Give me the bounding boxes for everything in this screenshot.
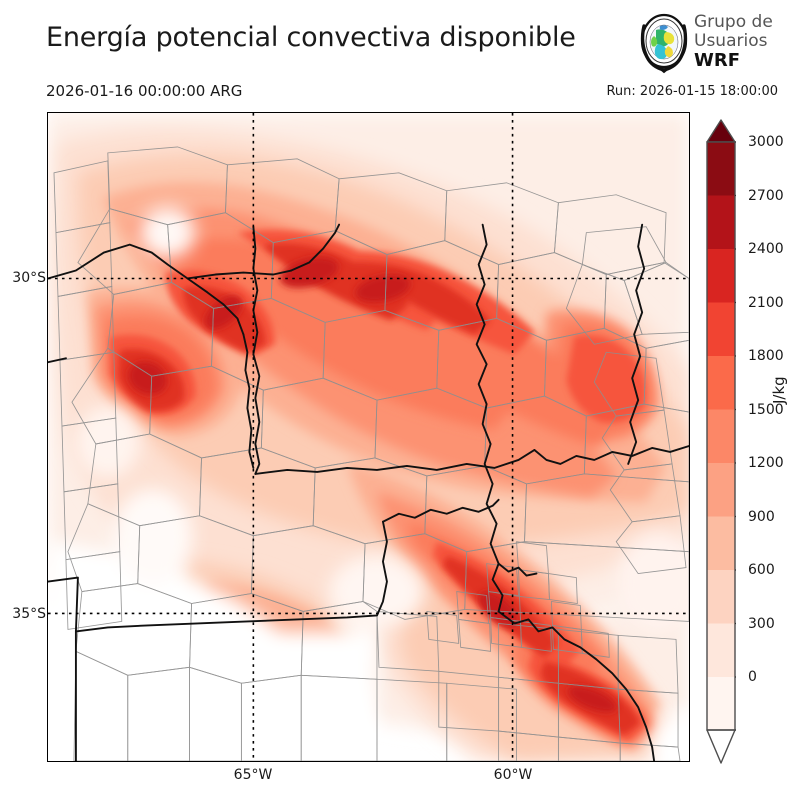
- logo-line-2: Usuarios: [694, 31, 768, 51]
- colorbar-tick-300: 300: [748, 615, 775, 632]
- xtick-label-60w: 60°W: [493, 767, 533, 783]
- colorbar-tick-2400: 2400: [748, 241, 784, 257]
- colorbar: [706, 118, 736, 773]
- logo-line-3: WRF: [694, 50, 741, 71]
- cape-field-plot: [48, 113, 689, 761]
- colorbar-gradient: [706, 119, 736, 764]
- wrf-globe-seal-icon: [640, 13, 688, 74]
- colorbar-tick-1800: 1800: [748, 348, 784, 364]
- colorbar-tick-0: 0: [748, 669, 757, 685]
- colorbar-tick-2100: 2100: [748, 294, 784, 311]
- colorbar-units-label: J/kg: [770, 376, 788, 404]
- colorbar-tick-1200: 1200: [748, 455, 784, 471]
- colorbar-tick-900: 900: [748, 508, 775, 525]
- logo-text-block: Grupo de Usuarios WRF: [694, 12, 773, 71]
- colorbar-tick-1500: 1500: [748, 401, 784, 418]
- logo-line-1: Grupo de: [694, 12, 773, 32]
- colorbar-tick-2700: 2700: [748, 187, 784, 204]
- colorbar-tick-3000: 3000: [748, 134, 784, 150]
- cape-map-panel: [47, 112, 690, 762]
- run-time-label: Run: 2026-01-15 18:00:00: [606, 84, 778, 99]
- page-title: Energía potencial convectiva disponible: [46, 22, 576, 53]
- ytick-label-30s: 30°S: [12, 270, 46, 286]
- valid-time-label: 2026-01-16 00:00:00 ARG: [46, 82, 243, 100]
- wrf-logo: Grupo de Usuarios WRF: [638, 12, 798, 74]
- xtick-label-65w: 65°W: [233, 767, 273, 783]
- colorbar-tick-600: 600: [748, 562, 775, 578]
- ytick-label-35s: 35°S: [12, 606, 46, 622]
